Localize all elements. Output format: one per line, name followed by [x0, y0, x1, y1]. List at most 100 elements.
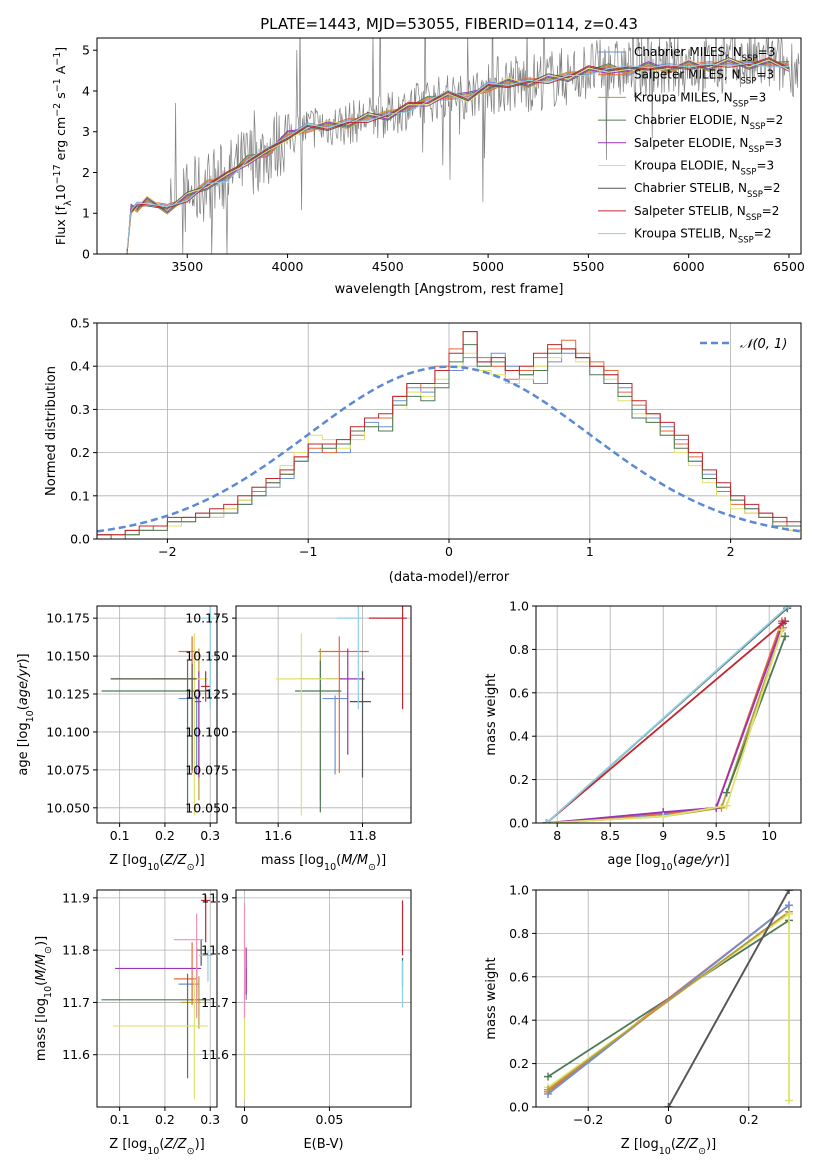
y-tick-label: 0.0 [70, 532, 90, 547]
gridlines [236, 890, 411, 1107]
x-tick-label: 0.1 [110, 1112, 130, 1127]
x-tick-label: 2 [727, 544, 735, 559]
axes-frame [235, 889, 412, 1108]
axes-frame [535, 605, 802, 824]
legend-text: Salpeter STELIB, N [634, 204, 746, 218]
legend-text: Kroupa MILES, N [634, 90, 733, 104]
legend-label: Kroupa MILES, NSSP=3 [634, 90, 766, 109]
series-marker [542, 819, 551, 823]
series-line-kroupa-stelib [545, 606, 789, 823]
x-tick-label: 0.2 [155, 828, 175, 843]
legend-text: Salpeter MILES, N [634, 68, 741, 82]
legend-n: =2 [766, 113, 784, 127]
label-part: ⊙ [43, 946, 54, 954]
label-part: Z/Z [163, 853, 187, 868]
label-part: )] [376, 853, 386, 868]
legend: Chabrier MILES, NSSP=3 Salpeter MILES, N S… [598, 45, 783, 246]
legend-sub: SSP [748, 145, 764, 155]
y-tick-label: 10.075 [46, 762, 90, 777]
label-part: ( [159, 1137, 164, 1152]
x-tick-label: 0 [241, 1112, 249, 1127]
y-tick-label: 11.9 [62, 890, 90, 905]
y-tick-label: 10.050 [185, 800, 229, 815]
series-marker [544, 1072, 553, 1081]
label-part: Flux [f [53, 205, 68, 245]
y-axis-label: Flux [fλ10−17 erg cm−2 s−1 A−1] [52, 47, 74, 245]
x-tick-label: 5000 [472, 259, 504, 274]
legend-sub: SSP [747, 190, 763, 200]
x-tick-label: 6500 [773, 259, 805, 274]
label-part: s [53, 92, 68, 103]
legend-label: Kroupa ELODIE, NSSP=3 [634, 159, 774, 178]
legend-label: Chabrier STELIB, NSSP=2 [634, 181, 781, 200]
y-axis-label: mass weight [484, 673, 499, 755]
y-tick-label: 0.8 [509, 642, 529, 657]
model-line-salpeter-stelib [126, 57, 790, 251]
legend-label: Kroupa STELIB, NSSP=2 [634, 227, 772, 246]
series-marker [784, 909, 793, 918]
label-part: )] [16, 653, 31, 663]
x-axis-label: mass [log10(M/M⊙)] [261, 853, 386, 873]
y-tick-label: 11.8 [201, 943, 229, 958]
label-part: ( [34, 981, 49, 986]
legend-text: Chabrier STELIB, N [634, 181, 747, 195]
y-tick-label: 11.7 [62, 995, 90, 1010]
y-tick-label: 0.0 [509, 1100, 529, 1115]
label-part: )] [195, 853, 205, 868]
y-tick-label: 0.3 [70, 402, 90, 417]
series-marker [784, 1096, 793, 1105]
label-part: age [log [16, 722, 31, 775]
y-tick-label: 10.100 [185, 724, 229, 739]
x-tick-label: 4000 [272, 259, 304, 274]
label-part: ( [671, 1137, 676, 1152]
y-tick-label: 10.050 [46, 800, 90, 815]
model-line-chabrier-miles [126, 61, 790, 254]
series-marker [722, 801, 731, 810]
x-tick-label: 0.2 [739, 1112, 759, 1127]
y-axis-label: Normed distribution [44, 366, 59, 496]
y-axis-label: age [log10(age/yr)] [16, 653, 36, 775]
axes-frame [235, 605, 412, 824]
legend-label: Salpeter ELODIE, NSSP=3 [634, 136, 782, 155]
legend-n: =2 [754, 227, 772, 241]
x-tick-label: 0 [665, 1112, 673, 1127]
panel-spectrum: 3500 4000 4500 5000 5500 6000 6500 0 1 2 3 4 5 wavele… [52, 37, 805, 297]
label-part: ( [159, 853, 164, 868]
x-tick-label: 3500 [171, 259, 203, 274]
y-tick-label: 0.1 [70, 488, 90, 503]
y-tick-label: 11.7 [201, 995, 229, 1010]
y-tick-label: 0.2 [509, 1056, 529, 1071]
histogram-salpeter-stelib [97, 331, 801, 536]
label-part: ⊙ [187, 862, 195, 873]
model-line-kroupa-stelib [126, 62, 790, 250]
legend-label: Chabrier MILES, NSSP=3 [634, 45, 775, 64]
panel-mass-weight-vs-Z: −0.2 0 0.2 0.0 0.2 0.4 0.6 0.8 1.0 Z [log10(Z/Z⊙)… [484, 883, 802, 1157]
label-part: mass [log [34, 998, 49, 1061]
label-part: Z [log [109, 1137, 147, 1152]
label-part: mass [log [261, 853, 324, 868]
series-marker [784, 606, 793, 610]
x-tick-label: 10 [761, 828, 777, 843]
y-tick-label: 11.9 [201, 890, 229, 905]
y-tick-label: 0.4 [509, 1013, 529, 1028]
x-tick-label: 9.5 [706, 828, 726, 843]
legend-n: =3 [756, 68, 774, 82]
x-tick-label: 1 [586, 544, 594, 559]
y-tick-label: 0.2 [509, 772, 529, 787]
label-part: )] [34, 936, 49, 946]
legend-n: =3 [756, 159, 774, 173]
label-part: age/yr [678, 853, 721, 868]
x-axis-label: Z [log10(Z/Z⊙)] [109, 853, 204, 873]
y-tick-label: 0.6 [509, 685, 529, 700]
axes-frame [96, 37, 802, 255]
x-axis-label: E(B-V) [303, 1137, 343, 1152]
legend-text: Kroupa STELIB, N [634, 227, 738, 241]
label-part: )] [195, 1137, 205, 1152]
x-tick-label: 9 [659, 828, 667, 843]
series-marker [664, 1103, 673, 1107]
axes-frame [96, 889, 218, 1108]
plot-area [101, 606, 215, 816]
legend-n: =2 [763, 181, 781, 195]
x-tick-label: 6000 [673, 259, 705, 274]
y-tick-label: 1.0 [509, 883, 529, 898]
